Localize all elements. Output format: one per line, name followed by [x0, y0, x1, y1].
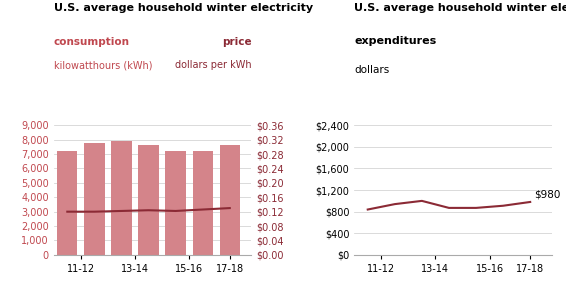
Bar — [57, 151, 78, 255]
Text: kilowatthours (kWh): kilowatthours (kWh) — [54, 60, 152, 71]
Text: dollars: dollars — [354, 65, 389, 75]
Text: dollars per kWh: dollars per kWh — [175, 60, 251, 71]
Bar — [84, 143, 105, 255]
Bar — [192, 151, 213, 255]
Text: expenditures: expenditures — [354, 36, 436, 46]
Bar — [112, 141, 132, 255]
Text: consumption: consumption — [54, 37, 130, 48]
Bar — [165, 151, 186, 255]
Bar — [138, 145, 158, 255]
Bar — [220, 145, 240, 255]
Text: $980: $980 — [534, 189, 561, 199]
Text: U.S. average household winter electricity: U.S. average household winter electricit… — [354, 3, 566, 13]
Text: price: price — [222, 37, 251, 48]
Text: U.S. average household winter electricity: U.S. average household winter electricit… — [54, 3, 313, 13]
